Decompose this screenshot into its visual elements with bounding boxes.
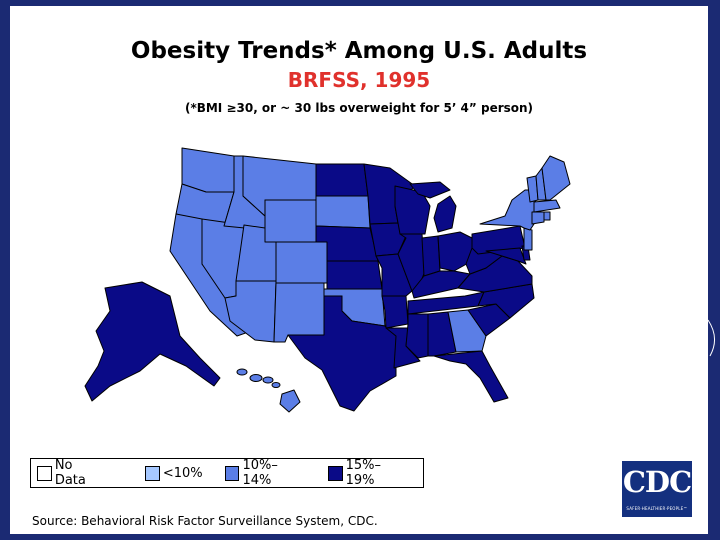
- state-SD: [315, 195, 371, 229]
- legend-item-15-19: 15%–19%: [327, 458, 409, 488]
- legend-label: 15%–19%: [345, 458, 382, 488]
- map-subtitle: BRFSS, 1995: [287, 68, 431, 92]
- state-ND: [315, 163, 369, 197]
- state-IN: [421, 235, 441, 277]
- map-title: Obesity Trends* Among U.S. Adults: [130, 38, 588, 64]
- state-HI: [236, 368, 301, 413]
- state-MA: [533, 199, 561, 213]
- state-ME: [541, 155, 571, 201]
- map-legend: No Data <10% 10%–14% 15%–19%: [30, 458, 424, 488]
- state-NM: [273, 282, 325, 343]
- state-WA: [181, 147, 235, 193]
- state-MI-up: [409, 181, 451, 199]
- state-WY: [264, 199, 317, 243]
- cdc-logo: CDC SAFER·HEALTHIER·PEOPLE™: [622, 461, 692, 517]
- slide: Obesity Trends* Among U.S. Adults BRFSS,…: [10, 6, 708, 534]
- legend-swatch: [327, 465, 343, 481]
- legend-swatch: [224, 465, 240, 481]
- state-AL: [427, 311, 457, 357]
- cdc-logo-tagline: SAFER·HEALTHIER·PEOPLE™: [626, 506, 688, 511]
- legend-item-10-14: 10%–14%: [224, 458, 306, 488]
- state-KS: [326, 260, 383, 290]
- legend-label: <10%: [162, 465, 203, 481]
- state-TX: [287, 295, 397, 412]
- state-AR: [381, 295, 409, 329]
- legend-label: No Data: [54, 458, 86, 488]
- legend-swatch: [144, 465, 160, 481]
- state-NJ: [523, 227, 533, 251]
- state-CO: [275, 241, 328, 284]
- state-MD: [485, 247, 527, 265]
- slide-corner-arc: [707, 319, 715, 357]
- us-map: [84, 147, 571, 413]
- legend-swatch: [37, 465, 52, 481]
- cdc-logo-text: CDC: [622, 465, 692, 499]
- state-CT: [531, 211, 545, 225]
- legend-item-no-data: No Data: [37, 458, 107, 488]
- legend-label: 10%–14%: [242, 458, 278, 488]
- bmi-footnote: (*BMI ≥30, or ~ 30 lbs overweight for 5’…: [184, 101, 534, 115]
- source-note: Source: Behavioral Risk Factor Surveilla…: [32, 514, 378, 528]
- state-MI: [433, 195, 457, 233]
- state-AK: [84, 281, 221, 402]
- state-KY: [411, 270, 471, 299]
- state-RI: [543, 211, 551, 221]
- state-GA: [447, 309, 487, 353]
- state-FL: [433, 350, 509, 403]
- legend-item-lt10: <10%: [144, 465, 203, 481]
